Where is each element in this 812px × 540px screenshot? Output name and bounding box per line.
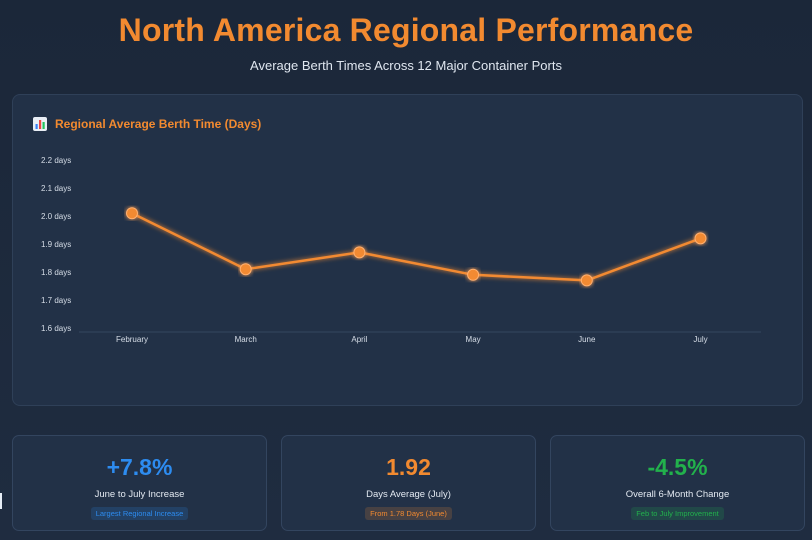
stat-label: June to July Increase: [94, 489, 185, 500]
y-tick-label: 1.6 days: [41, 324, 71, 333]
stat-value: 1.92: [386, 454, 431, 480]
data-point: [239, 263, 252, 276]
stat-label: Overall 6-Month Change: [625, 489, 730, 500]
y-tick-label: 2.2 days: [41, 156, 71, 165]
data-point: [467, 268, 480, 281]
stat-value: +7.8%: [106, 454, 173, 480]
data-point: [126, 207, 138, 220]
bar-chart-icon: [33, 117, 47, 131]
stat-note: Feb to July Improvement: [631, 507, 724, 520]
x-tick-label: April: [351, 335, 367, 344]
y-tick-label: 1.9 days: [41, 240, 71, 249]
x-tick-label: June: [578, 335, 596, 344]
x-tick-label: July: [693, 335, 707, 344]
stat-card-average: 1.92 Days Average (July) From 1.78 Days …: [281, 435, 536, 531]
chart-title: Regional Average Berth Time (Days): [55, 117, 262, 131]
stat-card-change: -4.5% Overall 6-Month Change Feb to July…: [550, 435, 805, 531]
series-line: [131, 212, 701, 282]
chart-panel: 1.6 days 1.7 days 1.8 days 1.9 days 2.0 days…: [12, 94, 803, 406]
line-chart: 1.6 days 1.7 days 1.8 days 1.9 days 2.0 days…: [41, 156, 761, 344]
stat-card-increase: +7.8% June to July Increase Largest Regi…: [12, 435, 267, 531]
data-point: [694, 232, 707, 245]
page-subtitle: Average Berth Times Across 12 Major Cont…: [250, 58, 562, 73]
page-title: North America Regional Performance: [118, 12, 694, 48]
chart-header: Regional Average Berth Time (Days): [33, 117, 261, 131]
x-tick-label: May: [466, 335, 481, 344]
y-tick-label: 1.7 days: [41, 296, 71, 305]
stat-note: Largest Regional Increase: [90, 507, 189, 520]
y-tick-label: 2.0 days: [41, 212, 71, 221]
stat-value: -4.5%: [647, 454, 708, 480]
y-tick-label: 1.8 days: [41, 268, 71, 277]
stat-note: From 1.78 Days (June): [365, 507, 452, 520]
y-tick-label: 2.1 days: [41, 184, 71, 193]
stat-cards: +7.8% June to July Increase Largest Regi…: [12, 435, 806, 531]
x-tick-label: March: [235, 335, 257, 344]
data-point: [353, 246, 366, 259]
data-point: [580, 274, 593, 287]
edge-marker: [0, 493, 2, 509]
stat-label: Days Average (July): [366, 489, 451, 500]
x-tick-label: February: [116, 335, 148, 344]
